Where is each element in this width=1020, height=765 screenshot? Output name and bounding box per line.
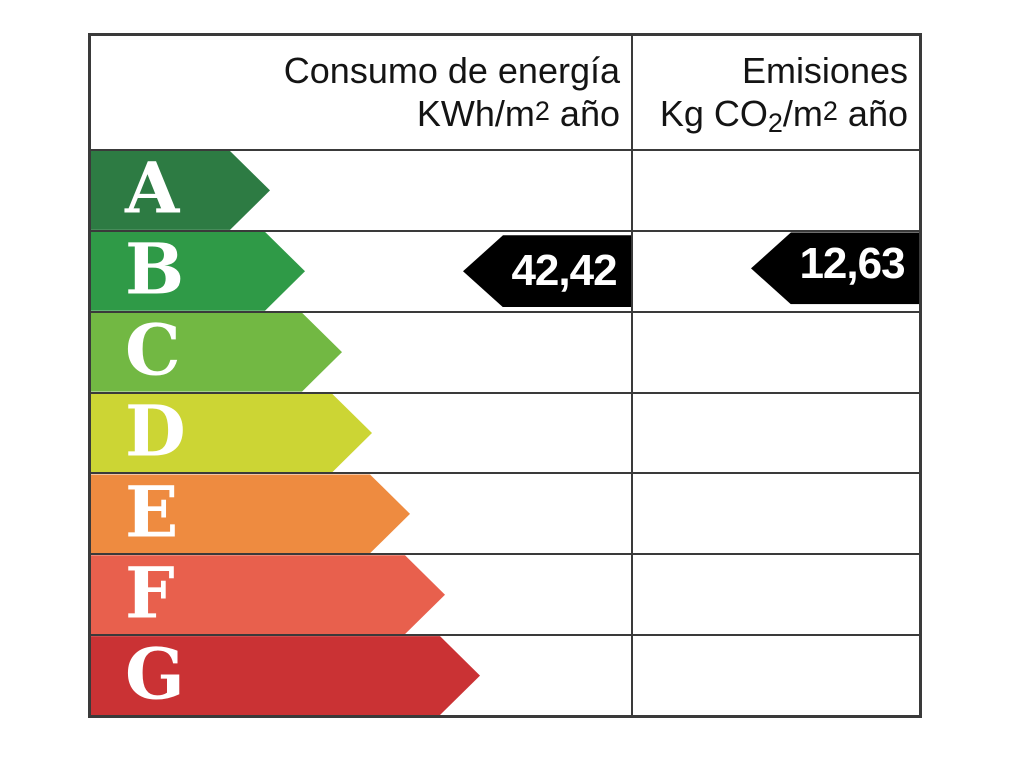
rating-letter-a: A bbox=[125, 147, 180, 231]
rating-c-arrow-icon: C bbox=[91, 313, 342, 392]
consumption-unit-exponent: 2 bbox=[534, 96, 550, 126]
energy-certificate-table: Consumo de energía KWh/m2 año Emisiones … bbox=[88, 33, 922, 718]
rating-letter-d: D bbox=[125, 389, 186, 473]
rating-row-g: G bbox=[91, 634, 919, 716]
rating-b-arrow-icon: B bbox=[91, 232, 305, 311]
rating-d-emissions-cell bbox=[633, 394, 919, 473]
rating-e-emissions-cell bbox=[633, 474, 919, 553]
rating-letter-f: F bbox=[125, 551, 175, 635]
rating-f-arrow-icon: F bbox=[91, 555, 445, 634]
rating-row-d: D bbox=[91, 391, 919, 473]
consumption-title: Consumo de energía bbox=[283, 50, 620, 91]
rating-g-arrow-icon: G bbox=[91, 636, 480, 715]
emissions-unit: Kg CO2/m2 año bbox=[659, 92, 908, 138]
emissions-value: 12,63 bbox=[799, 239, 905, 289]
consumption-value: 42,42 bbox=[511, 246, 617, 296]
rating-e-consumption-cell: E bbox=[91, 474, 633, 554]
rating-b-consumption-cell: B 42,42 bbox=[91, 231, 633, 311]
emissions-value-arrow-icon: 12,63 bbox=[751, 232, 919, 305]
rating-e-arrow-icon: E bbox=[91, 474, 410, 553]
rating-d-consumption-cell: D bbox=[91, 393, 633, 473]
rating-a-arrow-icon: A bbox=[91, 151, 270, 230]
rating-letter-b: B bbox=[125, 227, 185, 311]
rating-a-consumption-cell: A bbox=[91, 151, 633, 230]
rating-row-a: A bbox=[91, 151, 919, 230]
rating-row-b: B 42,42 12,63 bbox=[91, 229, 919, 311]
rating-row-e: E bbox=[91, 472, 919, 554]
rating-g-emissions-cell bbox=[633, 636, 919, 715]
consumption-unit: KWh/m2 año bbox=[416, 92, 620, 134]
rating-row-c: C bbox=[91, 310, 919, 392]
rating-g-consumption-cell: G bbox=[91, 636, 633, 716]
rating-letter-c: C bbox=[125, 308, 181, 392]
rating-letter-e: E bbox=[125, 470, 179, 554]
emissions-title: Emisiones bbox=[741, 50, 908, 91]
rating-f-emissions-cell bbox=[633, 555, 919, 634]
rating-d-arrow-icon: D bbox=[91, 394, 372, 473]
rating-a-emissions-cell bbox=[633, 151, 919, 230]
consumption-column-header: Consumo de energía KWh/m2 año bbox=[91, 36, 633, 149]
consumption-value-arrow-icon: 42,42 bbox=[463, 235, 631, 308]
rating-f-consumption-cell: F bbox=[91, 555, 633, 635]
table-header: Consumo de energía KWh/m2 año Emisiones … bbox=[91, 36, 919, 151]
rating-letter-g: G bbox=[125, 632, 185, 716]
rating-b-emissions-cell: 12,63 bbox=[633, 232, 919, 311]
emissions-unit-subscript: 2 bbox=[767, 107, 783, 138]
emissions-unit-exponent: 2 bbox=[822, 96, 838, 126]
rating-row-f: F bbox=[91, 553, 919, 635]
emissions-column-header: Emisiones Kg CO2/m2 año bbox=[633, 36, 919, 149]
rating-c-consumption-cell: C bbox=[91, 312, 633, 392]
rating-c-emissions-cell bbox=[633, 313, 919, 392]
